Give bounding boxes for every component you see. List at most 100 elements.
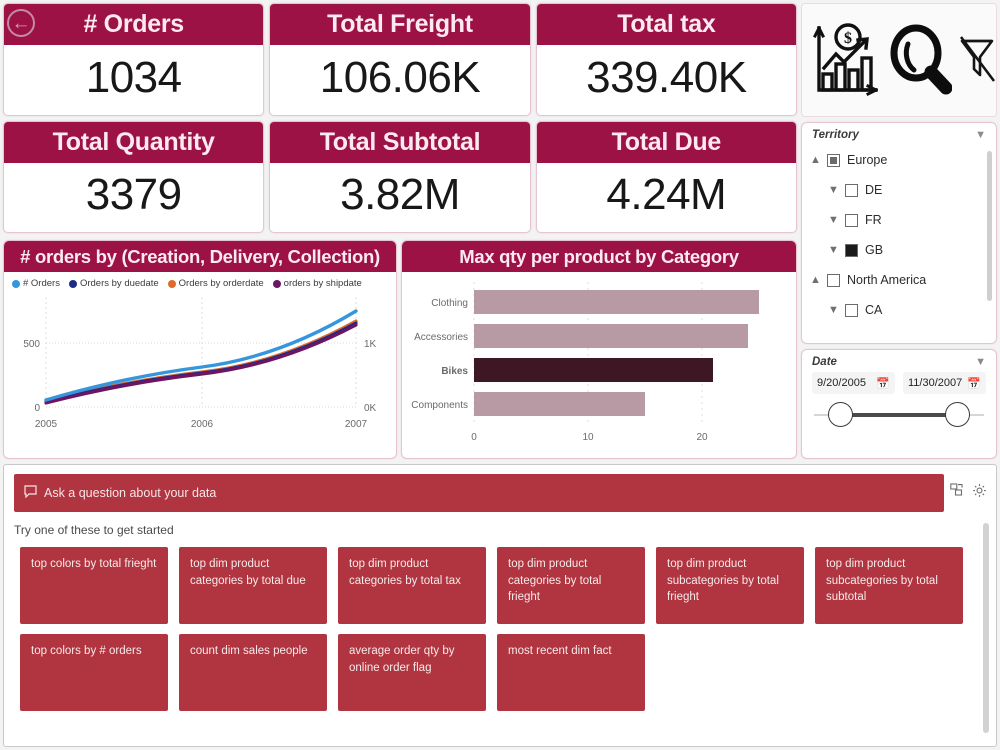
qa-scrollbar[interactable] (983, 523, 989, 733)
y-axis-tick: 500 (23, 339, 40, 350)
chevron-down-icon[interactable]: ▼ (975, 355, 986, 368)
y-axis-tick: 0 (34, 403, 40, 414)
x-axis-tick: 10 (582, 432, 594, 443)
expand-chevron-icon[interactable]: ▼ (828, 213, 839, 226)
category-label: Clothing (431, 298, 468, 309)
qa-suggestion-chip[interactable]: most recent dim fact (497, 634, 645, 711)
legend-swatch-icon (12, 279, 20, 288)
kpi-card-total-due[interactable]: Total Due 4.24M (535, 120, 797, 233)
legend-item-shipdate[interactable]: orders by shipdate (272, 278, 362, 289)
x-axis-tick: 2007 (345, 419, 368, 430)
back-arrow-icon[interactable]: ← (7, 9, 35, 37)
territory-slicer[interactable]: Territory ▼ ▲ Europe ▼ DE ▼ FR ▼ GB (801, 122, 997, 344)
category-label: Components (411, 400, 468, 411)
line-chart-visual[interactable]: # orders by (Creation, Delivery, Collect… (3, 240, 397, 459)
line-chart-title: # orders by (Creation, Delivery, Collect… (4, 241, 396, 272)
kpi-card-orders[interactable]: # Orders 1034 (3, 3, 265, 116)
y2-axis-tick: 0K (364, 403, 377, 414)
tree-item-north-america[interactable]: ▲ North America (810, 265, 988, 295)
legend-swatch-icon (68, 279, 77, 288)
tree-item-fr[interactable]: ▼ FR (810, 205, 988, 235)
slicer-title: Territory (812, 129, 859, 141)
kpi-card-total-quantity[interactable]: Total Quantity 3379 (3, 120, 265, 233)
slider-handle-left[interactable] (828, 402, 853, 427)
expand-chevron-icon[interactable]: ▼ (828, 183, 839, 196)
kpi-card-grid: # Orders 1034 Total Freight 106.06K Tota… (3, 3, 797, 233)
chevron-down-icon[interactable]: ▼ (975, 128, 986, 141)
legend-item-orders[interactable]: # Orders (12, 278, 60, 289)
qa-suggestion-chip[interactable]: top dim product categories by total due (179, 547, 327, 624)
kpi-value: 3379 (85, 170, 182, 220)
slicer-scrollbar[interactable] (987, 151, 992, 301)
line-chart-legend: # Orders Orders by duedate Orders by ord… (4, 272, 396, 289)
legend-label: orders by shipdate (283, 278, 362, 289)
y2-axis-tick: 1K (364, 339, 377, 350)
x-axis-tick: 2006 (191, 419, 214, 430)
checkbox-checked[interactable] (845, 243, 858, 257)
sales-analytics-icon[interactable]: $ (810, 20, 882, 100)
bar-clothing[interactable] (474, 290, 759, 314)
legend-item-orderdate[interactable]: Orders by orderdate (167, 278, 264, 289)
bar-chart-body: Clothing Accessories Bikes Components 0 … (402, 272, 796, 458)
date-range-inputs: 9/20/2005 📅 11/30/2007 📅 (802, 370, 996, 394)
clear-filter-icon[interactable] (956, 31, 998, 89)
x-axis-tick: 2005 (35, 419, 58, 430)
qa-suggestion-chip[interactable]: top dim product categories by total frie… (497, 547, 645, 624)
kpi-card-total-freight[interactable]: Total Freight 106.06K (269, 3, 531, 116)
legend-label: Orders by orderdate (178, 278, 264, 289)
bar-accessories[interactable] (474, 324, 748, 348)
magnifier-icon[interactable] (886, 24, 952, 96)
qa-suggestion-chip[interactable]: top dim product subcategories by total f… (656, 547, 804, 624)
date-end-field[interactable]: 11/30/2007 📅 (903, 372, 986, 394)
checkbox-unchecked[interactable] (845, 183, 858, 197)
date-start-field[interactable]: 9/20/2005 📅 (812, 372, 895, 394)
kpi-title: Total Due (536, 121, 796, 163)
qa-suggestion-chip[interactable]: top colors by total frieght (20, 547, 168, 624)
qa-suggestion-chip[interactable]: top colors by # orders (20, 634, 168, 711)
bar-chart-plot: Clothing Accessories Bikes Components 0 … (411, 282, 759, 443)
qa-placeholder-text: Ask a question about your data (44, 486, 217, 500)
tree-item-europe[interactable]: ▲ Europe (810, 145, 988, 175)
checkbox-partial[interactable] (827, 153, 840, 167)
tree-item-gb[interactable]: ▼ GB (810, 235, 988, 265)
x-axis-tick: 20 (696, 432, 708, 443)
tree-item-ca[interactable]: ▼ CA (810, 295, 988, 325)
collapse-chevron-icon[interactable]: ▲ (810, 153, 821, 166)
kpi-title: Total Freight (270, 4, 530, 45)
date-range-slider[interactable] (802, 394, 996, 434)
slicer-header: Territory ▼ (802, 123, 996, 143)
qa-hint-text: Try one of these to get started (14, 523, 174, 537)
checkbox-unchecked[interactable] (827, 273, 840, 287)
convert-to-visual-icon[interactable] (950, 483, 965, 503)
qa-suggestion-chip[interactable]: count dim sales people (179, 634, 327, 711)
kpi-card-total-subtotal[interactable]: Total Subtotal 3.82M (269, 120, 531, 233)
bar-bikes[interactable] (474, 358, 713, 382)
collapse-chevron-icon[interactable]: ▲ (810, 273, 821, 286)
kpi-card-total-tax[interactable]: Total tax 339.40K (535, 3, 797, 116)
expand-chevron-icon[interactable]: ▼ (828, 303, 839, 316)
expand-chevron-icon[interactable]: ▼ (828, 243, 839, 256)
qa-suggestion-chip[interactable]: top dim product subcategories by total s… (815, 547, 963, 624)
date-end-value: 11/30/2007 (908, 377, 963, 389)
qa-suggestion-list: top colors by total frieght top dim prod… (4, 537, 996, 711)
tree-item-label: DE (865, 183, 883, 197)
checkbox-unchecked[interactable] (845, 213, 858, 227)
settings-gear-icon[interactable] (972, 483, 987, 503)
visual-icon-bar: $ (801, 3, 997, 117)
calendar-icon[interactable]: 📅 (876, 377, 890, 390)
date-slicer[interactable]: Date ▼ 9/20/2005 📅 11/30/2007 📅 (801, 349, 997, 459)
bar-components[interactable] (474, 392, 645, 416)
qa-search-input[interactable]: Ask a question about your data (14, 474, 944, 512)
bar-chart-visual[interactable]: Max qty per product by Category Clothing… (401, 240, 797, 459)
checkbox-unchecked[interactable] (845, 303, 858, 317)
kpi-title: Total Quantity (4, 121, 264, 163)
line-chart-body: # Orders Orders by duedate Orders by ord… (4, 272, 396, 458)
tree-item-de[interactable]: ▼ DE (810, 175, 988, 205)
slider-handle-right[interactable] (945, 402, 970, 427)
calendar-icon[interactable]: 📅 (967, 377, 981, 390)
qa-suggestion-chip[interactable]: top dim product categories by total tax (338, 547, 486, 624)
legend-item-duedate[interactable]: Orders by duedate (68, 278, 159, 289)
legend-label: # Orders (23, 278, 60, 289)
slider-fill (840, 413, 958, 417)
qa-suggestion-chip[interactable]: average order qty by online order flag (338, 634, 486, 711)
